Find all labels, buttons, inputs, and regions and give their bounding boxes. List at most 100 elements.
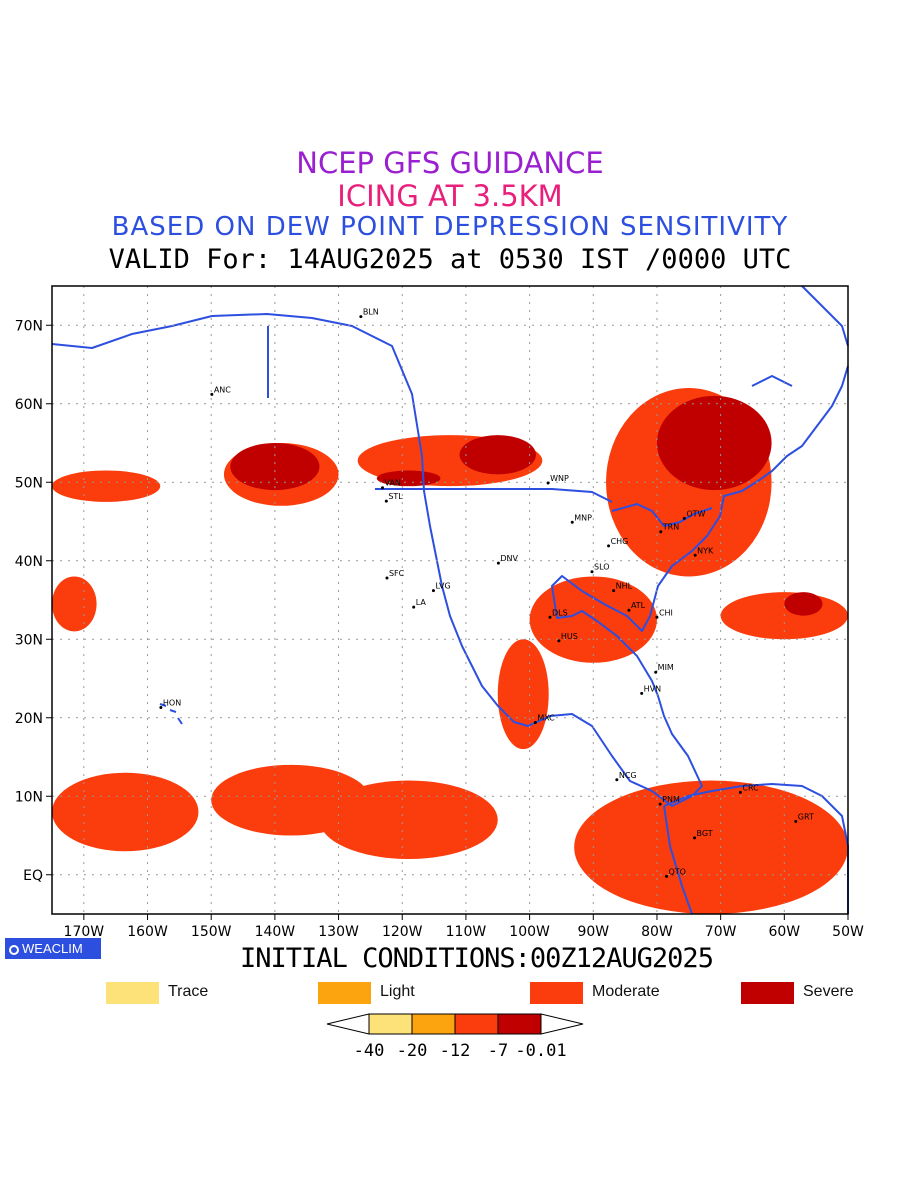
station-label: DNV [500, 554, 518, 563]
colorbar-labels: -40 -20 -12 -7 -0.01 [354, 1041, 567, 1061]
south-america-coastline [663, 783, 849, 915]
colorbar: -40 -20 -12 -7 -0.01 [326, 1013, 584, 1061]
station-dot [665, 874, 669, 878]
lon-tick-label: 170W [64, 924, 105, 940]
station-dot [570, 520, 574, 524]
legend-label-severe: Severe [803, 983, 854, 1000]
icing-areas [52, 388, 848, 914]
station-dot [607, 544, 611, 548]
station-label: ATL [631, 601, 646, 610]
map-frame [51, 285, 849, 915]
station-label: MXC [537, 713, 555, 722]
station-dot [159, 706, 163, 710]
legend-swatch-trace [106, 982, 159, 1004]
station-dot [693, 836, 697, 840]
station-label: CHI [659, 608, 673, 617]
station-label: PNM [662, 795, 680, 804]
station-label: SFC [389, 569, 405, 578]
legend-label-trace: Trace [168, 983, 209, 1000]
station-dot [590, 570, 594, 574]
icing-area-severe [376, 470, 441, 487]
colorbar-box [411, 1013, 456, 1035]
lon-tick-label: 150W [191, 924, 232, 940]
weaclim-logo: WEACLIM [5, 938, 101, 959]
colorbar-boxes [368, 1013, 542, 1035]
station-label: GRT [798, 812, 814, 821]
station-dot [738, 790, 742, 794]
colorbar-label: -12 [440, 1041, 471, 1061]
station-dot [380, 486, 384, 490]
station-label: OTW [686, 509, 705, 518]
station-dot [557, 639, 561, 643]
lat-tick-label: 50N [15, 475, 43, 491]
icing-area-moderate [574, 780, 848, 914]
station-dot [794, 819, 798, 823]
station-dot [654, 670, 658, 674]
colorbar-box [454, 1013, 499, 1035]
lon-tick-label: 140W [255, 924, 296, 940]
lat-tick-label: 30N [15, 632, 43, 648]
station-dot [615, 778, 619, 782]
station-dot [627, 608, 631, 612]
lat-tick-label: 40N [15, 554, 43, 570]
station-label: HUS [561, 632, 578, 641]
north-america-coastline [51, 313, 849, 807]
legend-swatch-moderate [530, 982, 583, 1004]
station-dot [533, 720, 537, 724]
station-label: DLS [552, 608, 568, 617]
icing-area-severe [656, 395, 772, 491]
station-dot [431, 589, 435, 593]
colorbar-box [497, 1013, 542, 1035]
station-label: TRN [662, 523, 679, 532]
station-label: CRC [742, 783, 759, 792]
great-lakes [611, 503, 713, 527]
title-valid-time: VALID For: 14AUG2025 at 0530 IST /0000 U… [108, 244, 792, 275]
us-canada-border [375, 488, 613, 503]
lat-tick-label: 70N [15, 318, 43, 334]
axis-ticks: 70N 60N 50N 40N 30N 20N 10N EQ 170W 160W 150W 140W 1… [15, 318, 864, 940]
icing-area-moderate [497, 639, 549, 750]
station-label: WNP [550, 474, 569, 483]
icing-map: 70N 60N 50N 40N 30N 20N 10N EQ 170W 160W 150W 140W 1… [15, 285, 864, 940]
legend-label-light: Light [380, 983, 415, 1000]
colorbar-label: -20 [397, 1041, 428, 1061]
lon-tick-label: 100W [509, 924, 550, 940]
station-label: LA [416, 598, 427, 607]
lon-tick-label: 110W [446, 924, 487, 940]
lon-tick-label: 70W [705, 924, 737, 940]
station-label: LVG [435, 582, 450, 591]
station-label: NCG [619, 771, 637, 780]
lon-tick-label: 50W [832, 924, 864, 940]
station-dot [359, 315, 363, 319]
icing-area-moderate [52, 576, 97, 632]
initial-conditions: INITIAL CONDITIONS:00Z12AUG2025 [240, 943, 714, 974]
icing-area-moderate [52, 470, 161, 502]
logo-ring-icon [9, 945, 19, 955]
station-label: ANC [214, 385, 231, 394]
station-label: NYK [697, 546, 714, 555]
title-line-2: ICING AT 3.5KM [337, 179, 563, 213]
logo-text: WEACLIM [22, 941, 83, 956]
lat-tick-label: EQ [23, 868, 43, 884]
icing-area-severe [230, 443, 320, 491]
station-label: BLN [363, 308, 379, 317]
legend-swatch-severe [741, 982, 794, 1004]
icing-area-moderate [319, 780, 498, 860]
station-label: HON [163, 699, 181, 708]
station-label: QTO [669, 867, 686, 876]
lat-tick-label: 20N [15, 711, 43, 727]
coastlines [51, 285, 849, 915]
station-dot [412, 605, 416, 609]
station-label: STL [388, 492, 403, 501]
station-dot [612, 589, 616, 593]
station-dot [682, 516, 686, 520]
station-dot [384, 499, 388, 503]
station-label: SLO [594, 563, 610, 572]
station-dot [640, 691, 644, 695]
title-line-1: NCEP GFS GUIDANCE [296, 146, 604, 180]
legend-swatch-light [318, 982, 371, 1004]
station-label: MNP [574, 513, 592, 522]
station-label: VAN [384, 479, 400, 488]
lon-tick-label: 160W [127, 924, 168, 940]
station-label: MIM [658, 663, 674, 672]
